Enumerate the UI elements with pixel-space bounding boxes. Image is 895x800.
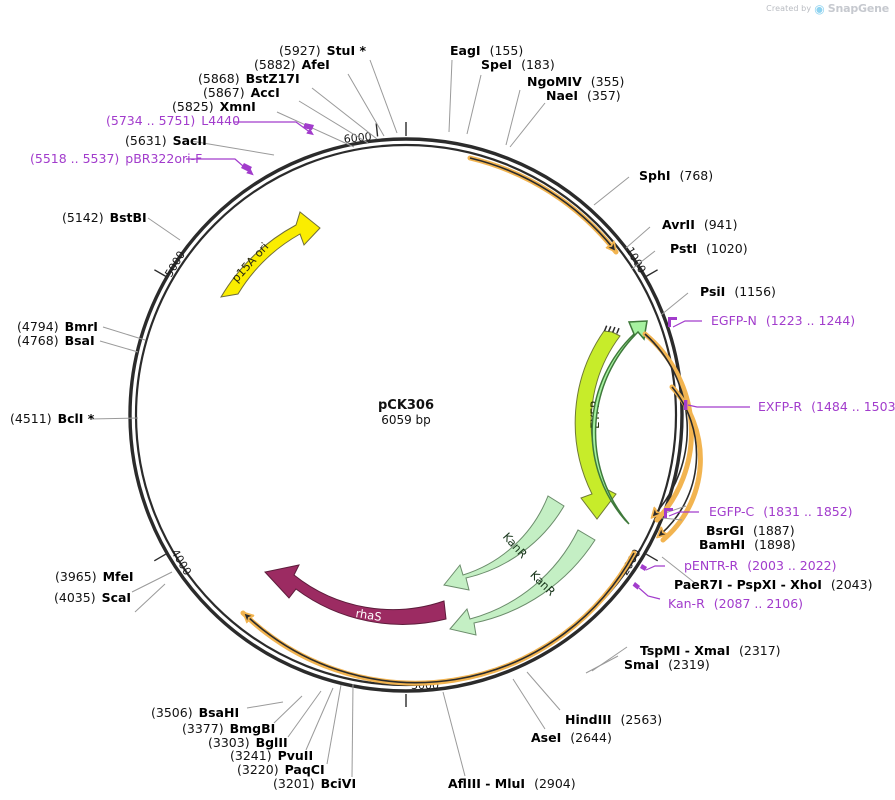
site-label-paqci: (3220) PaqCI	[237, 762, 325, 777]
site-label-l4440: (5734 .. 5751) L4440	[106, 113, 241, 128]
feature-rhas: rhaS	[264, 564, 447, 625]
feature-kanr-2: KanR	[449, 529, 596, 636]
feature-label-rhas: rhaS	[355, 606, 383, 624]
snapgene-watermark: Created by ◉ SnapGene	[766, 2, 889, 15]
site-label-eagi: EagI (155)	[450, 43, 524, 58]
site-label-mfei: (4035) ScaI	[54, 590, 132, 605]
site-label-pentr-r: pENTR-R (2003 .. 2022)	[684, 558, 837, 573]
site-label-bcivi: (3201) BciVI	[273, 776, 357, 791]
site-label-smai: SmaI (2319)	[624, 657, 710, 672]
feature-p15a-ori: p15A ori	[220, 211, 321, 298]
site-label-aflii-mlui: AflIII - MluI (2904)	[448, 776, 576, 791]
site-label-paer7i-pspxi-xhoi: PaeR7I - PspXI - XhoI (2043)	[674, 577, 873, 592]
watermark-brand: SnapGene	[827, 2, 889, 15]
site-label-scai: (3965) MfeI	[55, 569, 134, 584]
site-label-kan-r: Kan-R (2087 .. 2106)	[668, 596, 804, 611]
site-label-stui: (5927) StuI *	[279, 43, 366, 58]
site-label-bsahi: (3506) BsaHI	[151, 705, 240, 720]
feature-eyfp: EYFP	[574, 325, 621, 520]
site-label-hindiii: HindIII (2563)	[565, 712, 663, 727]
feature-orange-arc-right-1	[642, 331, 694, 523]
feature-label-p15a-ori: p15A ori	[229, 240, 272, 285]
plasmid-size: 6059 bp	[381, 413, 431, 427]
site-label-bmri: (4794) BmrI	[17, 319, 98, 334]
site-label-tspmi-xmai: TspMI - XmaI (2317)	[640, 643, 781, 658]
site-label-bmgbi: (3377) BmgBI	[182, 721, 276, 736]
leader-lines	[89, 59, 696, 778]
site-label-naei: NaeI (357)	[546, 88, 621, 103]
site-label-bamhi: BamHI (1898)	[699, 537, 796, 552]
site-label-spei: SpeI (183)	[481, 57, 555, 72]
site-label-bsai: (4768) BsaI	[17, 333, 95, 348]
watermark-prefix: Created by	[766, 4, 812, 13]
site-label-egfp-n: EGFP-N (1223 .. 1244)	[711, 313, 856, 328]
ruler-tick-4000: 4000	[153, 547, 194, 578]
feature-orange-arc-bottom	[240, 550, 637, 686]
feature-eyfp-cds	[591, 320, 648, 525]
site-label-psii: PsiI (1156)	[700, 284, 776, 299]
site-label-xmni: (5825) XmnI	[172, 99, 256, 114]
site-label-acci: (5867) AccI	[203, 85, 280, 100]
site-label-bglii: (3303) BglII	[208, 735, 288, 750]
ruler-tick-6000: 6000	[343, 123, 379, 146]
site-label-bsrgi: BsrGI (1887)	[706, 523, 795, 538]
plasmid-name: pCK306	[377, 398, 435, 413]
site-label-psti: PstI (1020)	[670, 241, 748, 256]
ruler-label-5000: 5000	[162, 249, 187, 280]
site-label-bstz17i: (5868) BstZ17I	[198, 71, 300, 86]
site-label-pvuii: (3241) PvuII	[230, 748, 314, 763]
site-label-sphi: SphI (768)	[639, 168, 714, 183]
site-label-pbr322ori-f: (5518 .. 5537) pBR322ori-F	[30, 151, 203, 166]
site-label-sacii: (5631) SacII	[125, 133, 207, 148]
site-label-ngomiv: NgoMIV (355)	[527, 74, 625, 89]
site-label-asei: AseI (2644)	[531, 730, 612, 745]
feature-orange-arc-top	[467, 155, 619, 255]
primer-markers	[186, 121, 750, 600]
site-label-avrii: AvrII (941)	[662, 217, 738, 232]
site-label-bcli: (4511) BclI *	[10, 411, 95, 426]
site-label-egfp-c: EGFP-C (1831 .. 1852)	[709, 504, 853, 519]
site-label-bstbi: (5142) BstBI	[62, 210, 147, 225]
ruler-label-6000: 6000	[343, 130, 372, 146]
snapgene-logo-icon: ◉	[814, 1, 825, 16]
site-label-afei: (5882) AfeI	[254, 57, 330, 72]
site-label-exfp-r: EXFP-R (1484 .. 1503)	[758, 399, 895, 414]
